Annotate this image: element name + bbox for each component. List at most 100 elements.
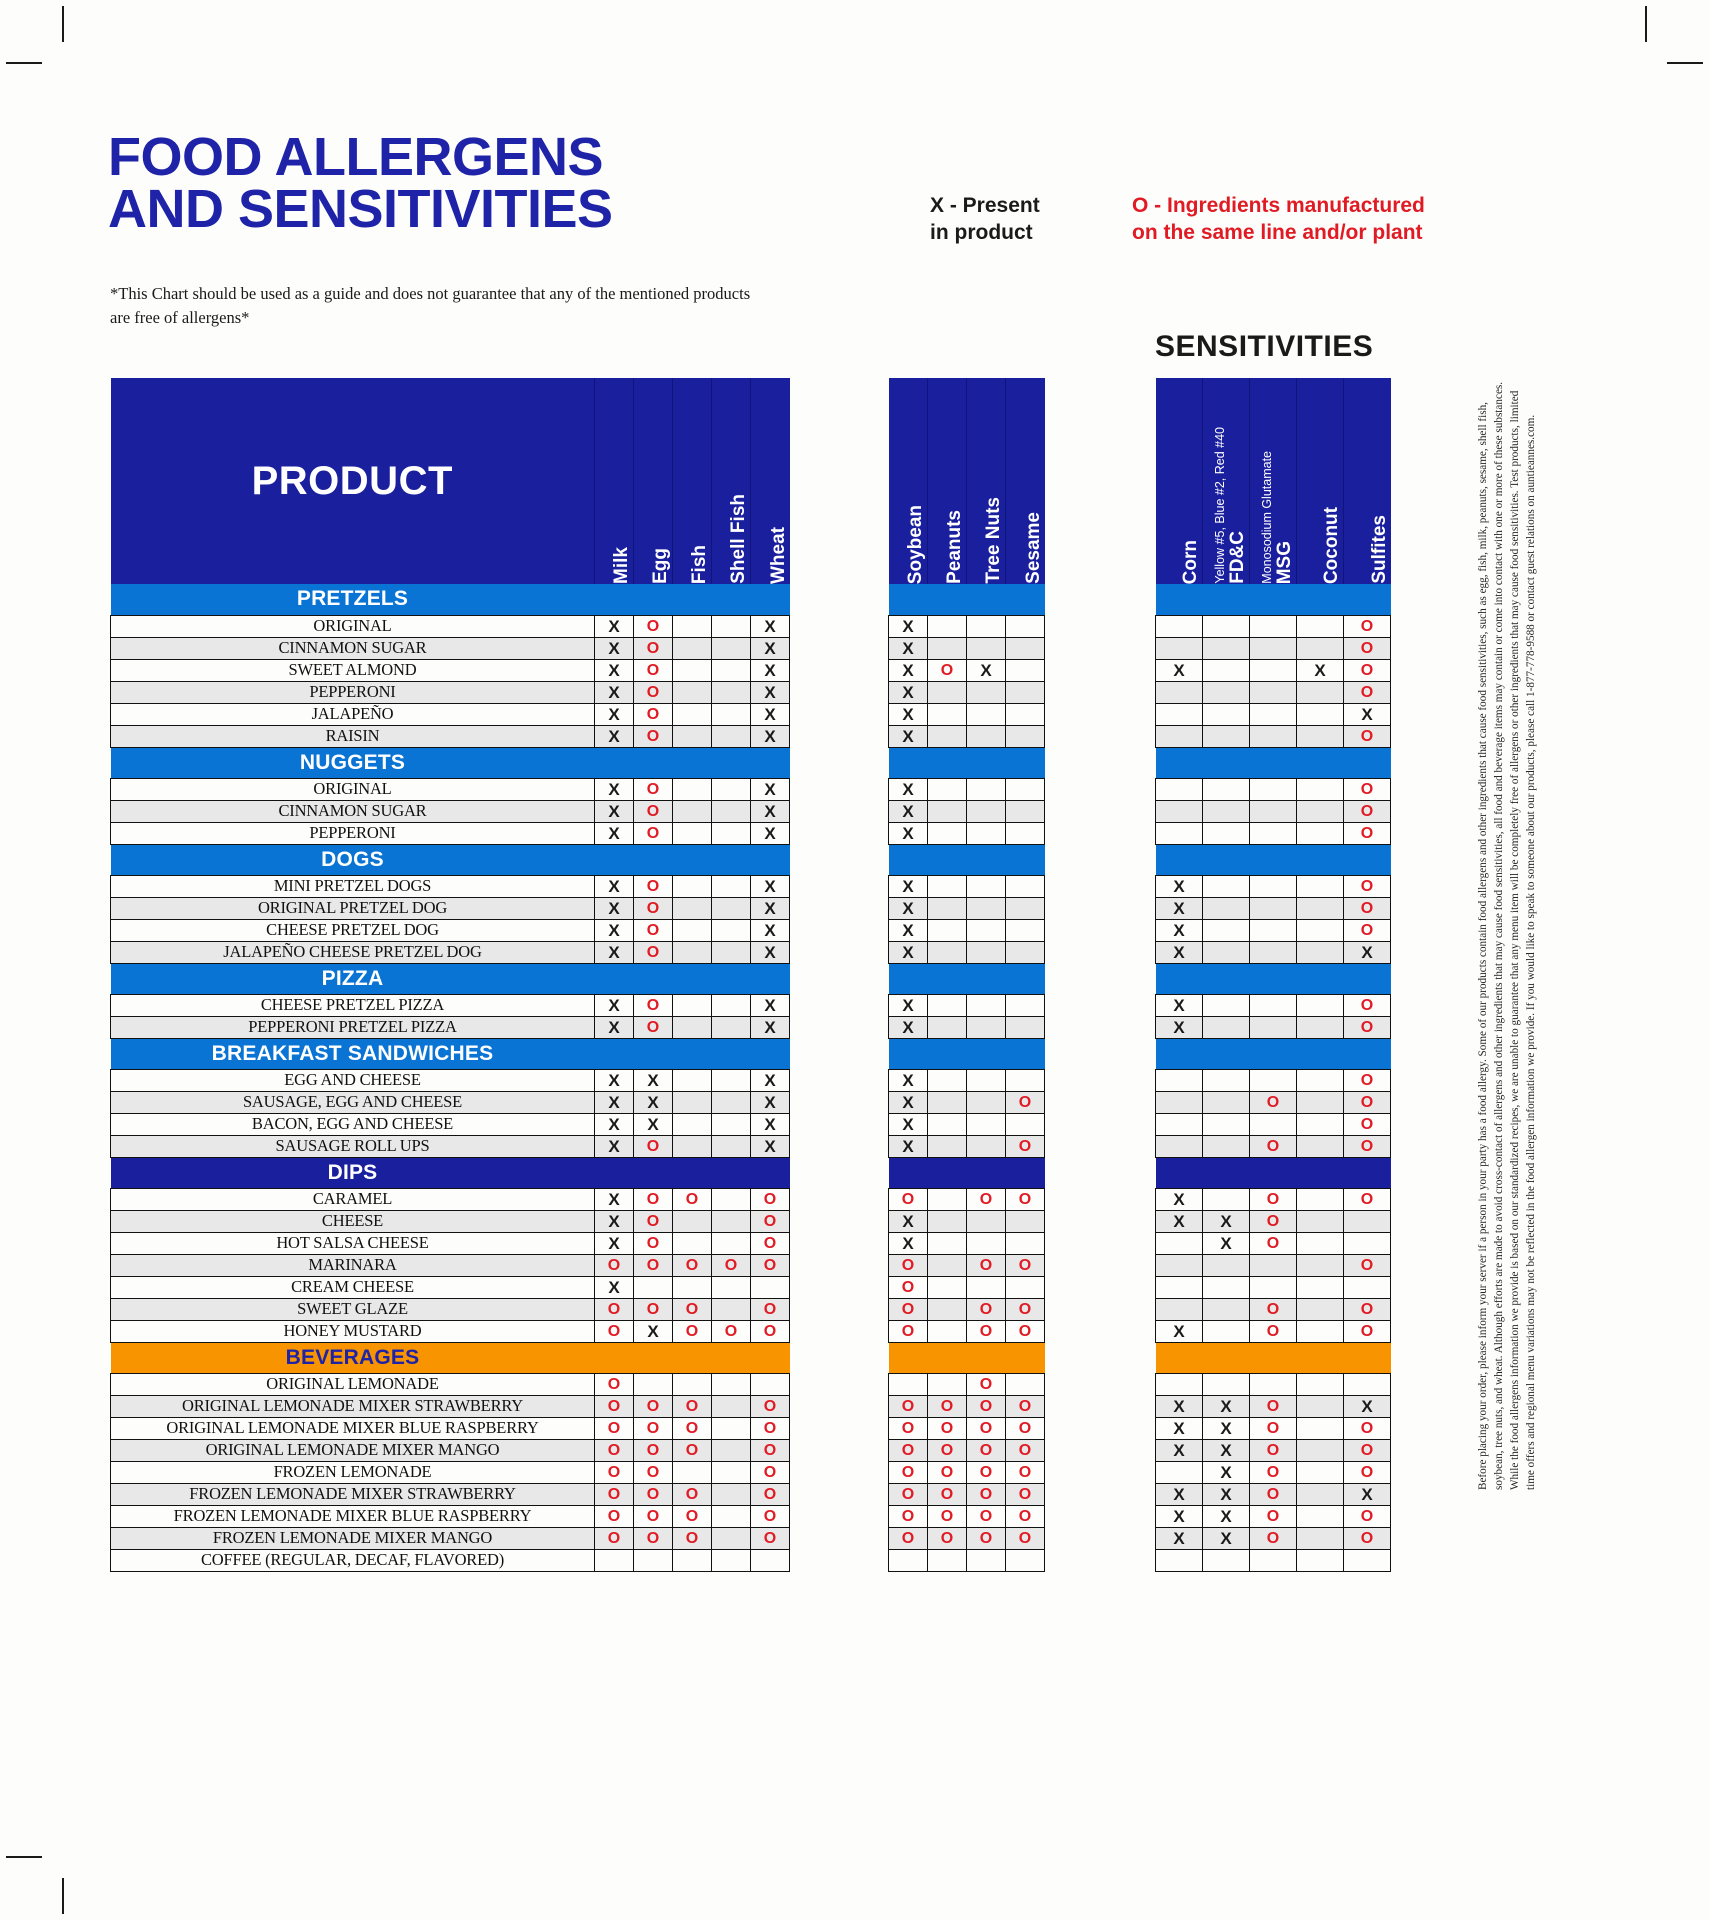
table-row[interactable]: O (1155, 636, 1391, 660)
table-row[interactable]: MARINARA O O O O O (110, 1253, 790, 1277)
table-row[interactable]: HONEY MUSTARD O X O O O (110, 1319, 790, 1343)
table-row[interactable]: CARAMEL X O O O (110, 1187, 790, 1211)
table-row[interactable]: CHEESE X O O (110, 1209, 790, 1233)
table-row[interactable]: X (888, 1231, 1045, 1255)
table-row[interactable]: PEPPERONI X O X (110, 680, 790, 704)
table-row[interactable]: RAISIN X O X (110, 724, 790, 748)
table-row[interactable]: O (1155, 799, 1391, 823)
table-row[interactable]: ORIGINAL LEMONADE MIXER STRAWBERRY O O O O (110, 1394, 790, 1418)
table-row[interactable]: O (1155, 777, 1391, 801)
table-row[interactable]: JALAPEÑO X O X (110, 702, 790, 726)
table-row[interactable]: X (888, 636, 1045, 660)
table-row[interactable]: BACON, EGG AND CHEESE X X X (110, 1112, 790, 1136)
table-row[interactable]: X (888, 1112, 1045, 1136)
table-row[interactable]: X (888, 1209, 1045, 1233)
table-row[interactable]: O (1155, 680, 1391, 704)
table-row[interactable]: ORIGINAL X O X (110, 777, 790, 801)
table-row[interactable]: X (888, 680, 1045, 704)
table-row[interactable]: O (1155, 614, 1391, 638)
table-row[interactable]: CINNAMON SUGAR X O X (110, 636, 790, 660)
table-row[interactable]: X (888, 724, 1045, 748)
table-row[interactable]: X (888, 874, 1045, 898)
table-row[interactable] (1155, 1548, 1391, 1572)
table-row[interactable]: X (888, 1015, 1045, 1039)
table-row[interactable]: X (888, 799, 1045, 823)
table-row[interactable]: X (888, 702, 1045, 726)
table-row[interactable]: HOT SALSA CHEESE X O O (110, 1231, 790, 1255)
table-row[interactable]: CHEESE PRETZEL DOG X O X (110, 918, 790, 942)
table-row[interactable] (1155, 1372, 1391, 1396)
table-row[interactable]: SWEET GLAZE O O O O (110, 1297, 790, 1321)
table-row[interactable] (888, 1548, 1045, 1572)
table-row[interactable]: X (888, 777, 1045, 801)
table-row[interactable]: X (888, 896, 1045, 920)
table-row[interactable] (1155, 1275, 1391, 1299)
table-row[interactable]: X (888, 940, 1045, 964)
table-row[interactable]: X (888, 1068, 1045, 1092)
table-row[interactable]: X (888, 918, 1045, 942)
table-row[interactable]: FROZEN LEMONADE MIXER STRAWBERRY O O O O (110, 1482, 790, 1506)
table-row[interactable]: COFFEE (REGULAR, DECAF, FLAVORED) (110, 1548, 790, 1572)
table-row[interactable]: ORIGINAL LEMONADE O (110, 1372, 790, 1396)
table-row[interactable]: CREAM CHEESE X (110, 1275, 790, 1299)
table-row[interactable]: SAUSAGE, EGG AND CHEESE X X X (110, 1090, 790, 1114)
table-row[interactable]: X (1155, 702, 1391, 726)
table-row[interactable]: X (888, 614, 1045, 638)
table-row[interactable]: PEPPERONI PRETZEL PIZZA X O X (110, 1015, 790, 1039)
table-row[interactable]: O (1155, 1253, 1391, 1277)
table-row[interactable]: EGG AND CHEESE X X X (110, 1068, 790, 1092)
table-row[interactable]: ORIGINAL LEMONADE MIXER BLUE RASPBERRY O O… (110, 1416, 790, 1440)
table-row[interactable]: O (1155, 821, 1391, 845)
table-row[interactable]: ORIGINAL PRETZEL DOG X O X (110, 896, 790, 920)
table-row[interactable]: O (1155, 1068, 1391, 1092)
table-row[interactable]: SWEET ALMOND X O X (110, 658, 790, 682)
table-row[interactable]: FROZEN LEMONADE O O O (110, 1460, 790, 1484)
table-row[interactable]: ORIGINAL LEMONADE MIXER MANGO O O O O (110, 1438, 790, 1462)
table-row[interactable]: FROZEN LEMONADE MIXER BLUE RASPBERRY O O O O (110, 1504, 790, 1528)
table-row[interactable]: PEPPERONI X O X (110, 821, 790, 845)
table-row[interactable]: O (888, 1275, 1045, 1299)
table-row[interactable]: X (888, 821, 1045, 845)
table-row[interactable]: CINNAMON SUGAR X O X (110, 799, 790, 823)
table-row[interactable]: JALAPEÑO CHEESE PRETZEL DOG X O X (110, 940, 790, 964)
table-row[interactable]: O (1155, 1112, 1391, 1136)
table-row[interactable]: ORIGINAL X O X (110, 614, 790, 638)
table-row[interactable]: FROZEN LEMONADE MIXER MANGO O O O O (110, 1526, 790, 1550)
table-row[interactable]: O (888, 1372, 1045, 1396)
table-row[interactable]: CHEESE PRETZEL PIZZA X O X (110, 993, 790, 1017)
